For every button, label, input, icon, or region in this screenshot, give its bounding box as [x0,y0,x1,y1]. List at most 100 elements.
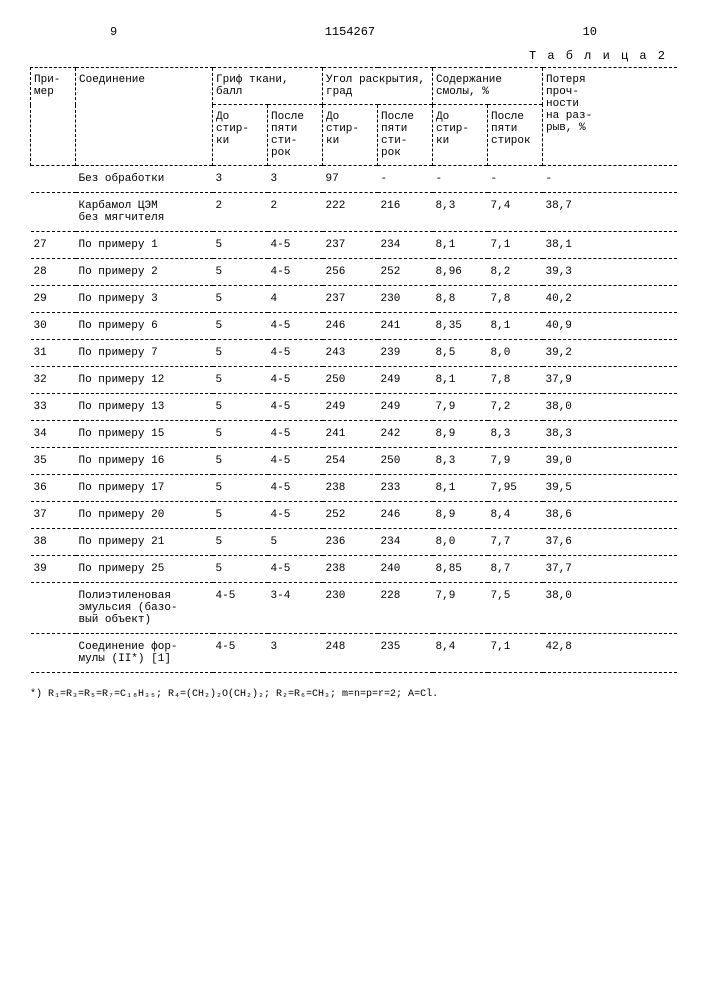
cell-comp: По примеру 2 [76,259,213,286]
cell-aa: 240 [378,556,433,583]
cell-comp: По примеру 13 [76,394,213,421]
cell-ab: 246 [323,313,378,340]
cell-ab: 243 [323,340,378,367]
cell-comp: По примеру 21 [76,529,213,556]
sub-before: До стир- ки [433,105,488,166]
cell-s: 37,9 [543,367,678,394]
cell-ga: 3 [268,634,323,673]
table-row: 37По примеру 2054-52522468,98,438,6 [31,502,678,529]
cell-s: 39,3 [543,259,678,286]
cell-ex: 37 [31,502,76,529]
cell-ga: 4-5 [268,475,323,502]
sub-before: До стир- ки [213,105,268,166]
cell-s: 38,3 [543,421,678,448]
cell-ex: 34 [31,421,76,448]
cell-s: 37,6 [543,529,678,556]
table-label: Т а б л и ц а 2 [30,49,677,63]
cell-ab: 241 [323,421,378,448]
cell-ga: 4-5 [268,421,323,448]
cell-ab: 249 [323,394,378,421]
cell-comp: По примеру 15 [76,421,213,448]
cell-ex: 30 [31,313,76,340]
cell-rb: 8,35 [433,313,488,340]
cell-s: 38,7 [543,193,678,232]
cell-gb: 5 [213,340,268,367]
cell-ab: 238 [323,556,378,583]
cell-rb: 8,3 [433,193,488,232]
cell-ga: 3 [268,166,323,193]
cell-ab: 238 [323,475,378,502]
table-row: 28По примеру 254-52562528,968,239,3 [31,259,678,286]
sub-before: До стир- ки [323,105,378,166]
cell-ab: 250 [323,367,378,394]
cell-gb: 5 [213,448,268,475]
cell-ga: 2 [268,193,323,232]
cell-ra: 7,7 [488,529,543,556]
col-angle: Угол раскрытия, град [323,68,433,105]
table-row: 30По примеру 654-52462418,358,140,9 [31,313,678,340]
sub-after: После пяти сти- рок [378,105,433,166]
cell-ga: 4-5 [268,340,323,367]
cell-s: 38,6 [543,502,678,529]
table-row: 27По примеру 154-52372348,17,138,1 [31,232,678,259]
cell-comp: По примеру 25 [76,556,213,583]
cell-comp: По примеру 12 [76,367,213,394]
col-compound: Соединение [76,68,213,166]
cell-rb: 7,9 [433,583,488,634]
cell-comp: По примеру 7 [76,340,213,367]
cell-ra: 8,4 [488,502,543,529]
cell-aa: 246 [378,502,433,529]
cell-ra: 7,2 [488,394,543,421]
cell-gb: 2 [213,193,268,232]
cell-aa: 249 [378,367,433,394]
cell-ga: 4 [268,286,323,313]
cell-rb: 8,3 [433,448,488,475]
cell-aa: 234 [378,529,433,556]
cell-comp: По примеру 3 [76,286,213,313]
cell-ga: 5 [268,529,323,556]
cell-ga: 4-5 [268,259,323,286]
table-row: 29По примеру 3542372308,87,840,2 [31,286,678,313]
cell-ab: 254 [323,448,378,475]
sub-after: После пяти стирок [488,105,543,166]
cell-s: 40,2 [543,286,678,313]
cell-ex [31,166,76,193]
cell-ra: 7,8 [488,286,543,313]
cell-s: 37,7 [543,556,678,583]
cell-gb: 5 [213,421,268,448]
cell-ab: 256 [323,259,378,286]
cell-rb: 8,1 [433,475,488,502]
cell-ex: 29 [31,286,76,313]
doc-number: 1154267 [325,25,375,39]
table-header: При- мер Соединение Гриф ткани, балл Уго… [31,68,678,166]
cell-comp: Карбамол ЦЭМ без мягчителя [76,193,213,232]
cell-ra: - [488,166,543,193]
cell-ga: 4-5 [268,502,323,529]
cell-ex: 31 [31,340,76,367]
cell-ga: 4-5 [268,394,323,421]
cell-ra: 7,95 [488,475,543,502]
cell-rb: 8,8 [433,286,488,313]
cell-ex: 33 [31,394,76,421]
cell-aa: 249 [378,394,433,421]
cell-s: 42,8 [543,634,678,673]
cell-ra: 8,3 [488,421,543,448]
page-num-left: 9 [110,25,117,39]
cell-gb: 5 [213,259,268,286]
cell-aa: 252 [378,259,433,286]
cell-aa: - [378,166,433,193]
cell-ex [31,583,76,634]
cell-rb: 8,0 [433,529,488,556]
cell-rb: 8,5 [433,340,488,367]
cell-comp: По примеру 6 [76,313,213,340]
cell-ra: 8,1 [488,313,543,340]
table-row: 33По примеру 1354-52492497,97,238,0 [31,394,678,421]
col-grip: Гриф ткани, балл [213,68,323,105]
cell-ra: 7,1 [488,634,543,673]
cell-s: 39,0 [543,448,678,475]
cell-ex [31,634,76,673]
cell-comp: По примеру 20 [76,502,213,529]
cell-comp: Соединение фор- мулы (II*) [1] [76,634,213,673]
cell-ga: 3-4 [268,583,323,634]
cell-ex: 39 [31,556,76,583]
